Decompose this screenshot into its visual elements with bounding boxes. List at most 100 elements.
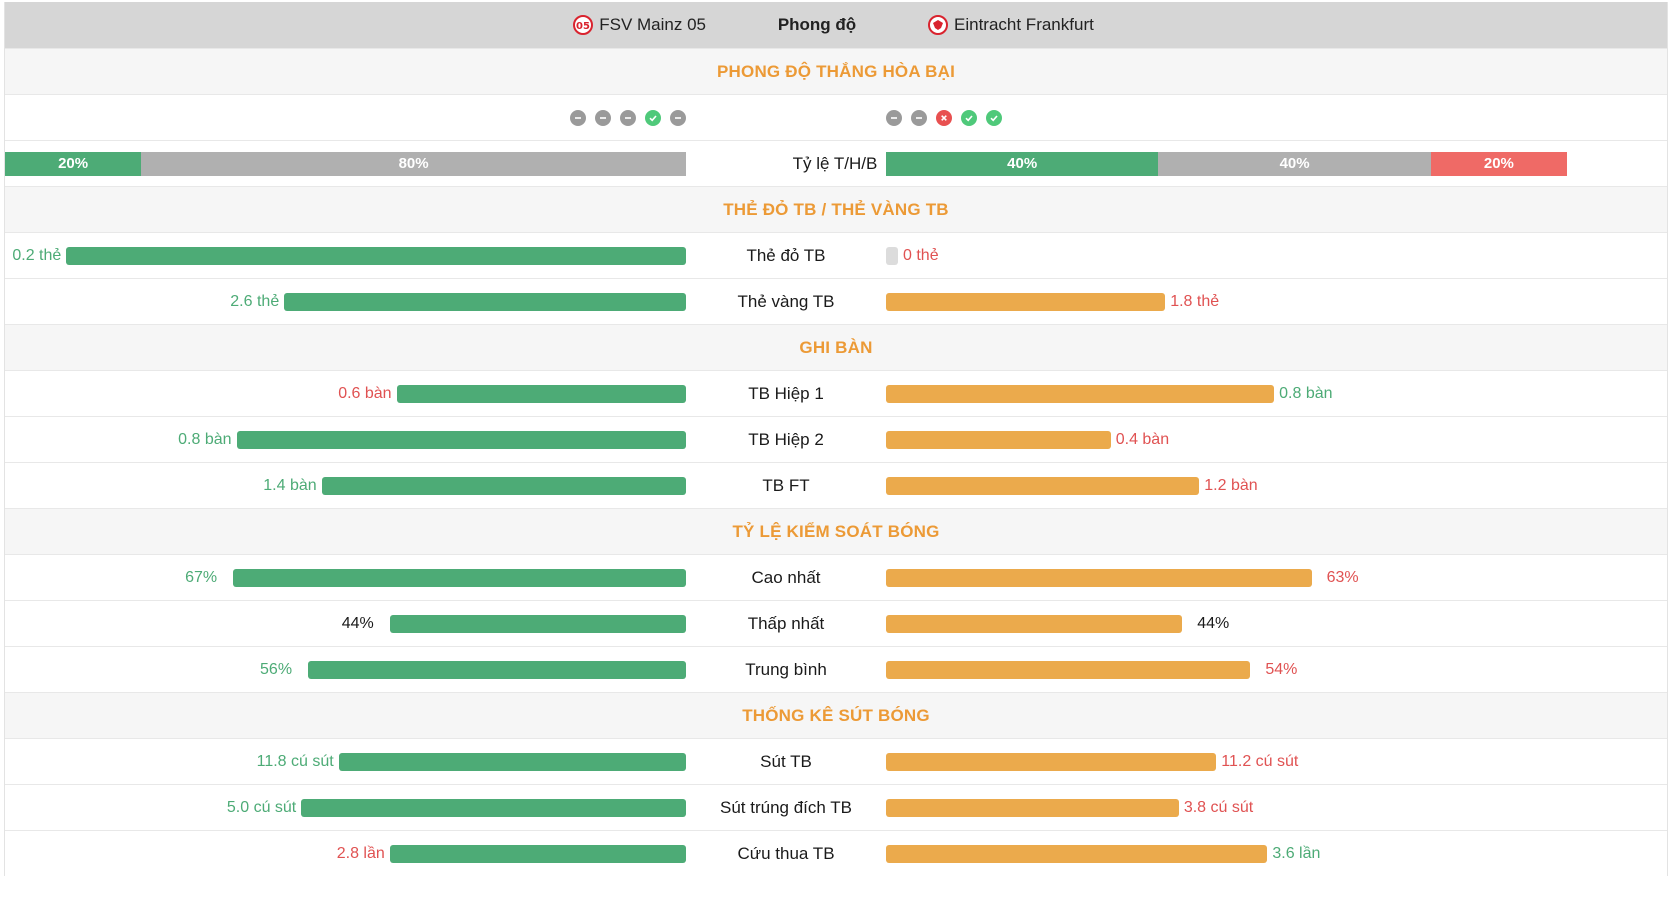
away-team[interactable]: Eintracht Frankfurt: [928, 15, 1667, 35]
away-stat-bar: [886, 292, 1166, 311]
ratio-label: Tỷ lệ T/H/B: [792, 153, 878, 173]
away-stat-value: 63%: [1326, 568, 1359, 586]
section-title: THẺ ĐỎ TB / THẺ VÀNG TB: [5, 186, 1667, 232]
win-check-icon[interactable]: [961, 109, 977, 126]
stat-row: 67% Cao nhất 63%: [5, 554, 1667, 600]
draw-icon[interactable]: [670, 109, 686, 126]
form-results-row: [5, 94, 1667, 140]
stat-row: 0.2 thẻ Thẻ đỏ TB 0 thẻ: [5, 232, 1667, 278]
home-stat-value: 44%: [341, 614, 374, 632]
away-stat-value: 3.8 cú sút: [1183, 798, 1254, 816]
stat-row: 5.0 cú sút Sút trúng đích TB 3.8 cú sút: [5, 784, 1667, 830]
home-stat-bar: [338, 752, 686, 771]
away-stat-value: 3.6 lần: [1272, 844, 1321, 862]
home-stat-bar: [301, 798, 686, 817]
win-check-icon[interactable]: [645, 109, 661, 126]
home-stat-bar: [308, 660, 686, 679]
draw-icon[interactable]: [911, 109, 927, 126]
away-stat-value: 1.2 bàn: [1204, 476, 1258, 494]
stat-row: 11.8 cú sút Sút TB 11.2 cú sút: [5, 738, 1667, 784]
home-stat-value: 67%: [185, 568, 218, 586]
away-ratio-segment-w: 40%: [886, 151, 1159, 176]
section-title: TỶ LỆ KIỂM SOÁT BÓNG: [5, 508, 1667, 554]
home-stat-value: 2.8 lần: [336, 844, 385, 862]
away-stat-bar: [886, 476, 1200, 495]
away-stat-bar: [886, 798, 1179, 817]
stat-row: 2.6 thẻ Thẻ vàng TB 1.8 thẻ: [5, 278, 1667, 324]
away-stat-bar: [886, 614, 1183, 633]
draw-icon[interactable]: [620, 109, 636, 126]
section-title: GHI BÀN: [5, 324, 1667, 370]
away-stat-value: 54%: [1265, 660, 1298, 678]
stat-label: Sút trúng đích TB: [720, 797, 852, 817]
form-ratio-row: Tỷ lệ T/H/B 20% 80% 40% 40% 20%: [5, 140, 1667, 186]
loss-x-icon[interactable]: [936, 109, 952, 126]
home-stat-bar: [66, 246, 686, 265]
svg-text:05: 05: [576, 21, 590, 32]
home-stat-bar: [389, 844, 686, 863]
away-stat-bar: [886, 430, 1111, 449]
home-team-name: FSV Mainz 05: [599, 15, 706, 34]
stat-row: 1.4 bàn TB FT 1.2 bàn: [5, 462, 1667, 508]
home-form-dots: [570, 109, 686, 126]
stat-label: Thẻ đỏ TB: [746, 245, 826, 265]
away-stat-bar: [886, 752, 1217, 771]
home-stat-value: 11.8 cú sút: [256, 752, 334, 770]
stat-label: Sút TB: [760, 751, 812, 771]
mainz-crest-icon: 05: [573, 15, 594, 35]
home-stat-bar: [284, 292, 686, 311]
win-check-icon[interactable]: [986, 109, 1002, 126]
away-team-name: Eintracht Frankfurt: [954, 15, 1094, 34]
draw-icon[interactable]: [886, 109, 902, 126]
away-stat-bar: [886, 844, 1268, 863]
away-stat-value: 0.4 bàn: [1115, 430, 1170, 448]
team-header: 05 FSV Mainz 05 Phong độ Eintracht Frank…: [5, 2, 1667, 48]
home-stat-value: 0.6 bàn: [338, 384, 392, 402]
stat-label: TB Hiệp 2: [748, 429, 824, 449]
frankfurt-eagle-crest-icon: [928, 15, 948, 35]
home-stat-value: 56%: [260, 660, 293, 678]
stat-label: Thẻ vàng TB: [737, 291, 835, 311]
away-stat-value: 44%: [1197, 614, 1230, 632]
home-stat-value: 2.6 thẻ: [230, 292, 280, 310]
away-stat-value: 11.2 cú sút: [1221, 752, 1299, 770]
away-stat-bar: [886, 660, 1251, 679]
home-stat-value: 0.8 bàn: [178, 430, 232, 448]
stats-panel: 05 FSV Mainz 05 Phong độ Eintracht Frank…: [4, 2, 1668, 876]
away-stat-bar: [886, 246, 898, 265]
section-title: THỐNG KÊ SÚT BÓNG: [5, 692, 1667, 738]
draw-icon[interactable]: [570, 109, 586, 126]
stat-label: Cứu thua TB: [737, 843, 835, 863]
away-stat-value: 0 thẻ: [903, 246, 939, 264]
away-form-dots: [886, 109, 1002, 126]
home-stat-bar: [236, 430, 686, 449]
home-stat-bar: [321, 476, 686, 495]
home-stat-value: 1.4 bàn: [263, 476, 317, 494]
stat-label: Trung bình: [745, 659, 827, 679]
home-ratio-segment-d: 80%: [141, 151, 686, 176]
home-stat-bar: [233, 568, 686, 587]
stat-label: Thấp nhất: [747, 613, 825, 633]
stat-label: Cao nhất: [751, 567, 821, 587]
home-team[interactable]: 05 FSV Mainz 05: [5, 15, 706, 35]
home-stat-value: 5.0 cú sút: [226, 798, 297, 816]
home-stat-value: 0.2 thẻ: [12, 246, 62, 264]
away-stat-bar: [886, 568, 1312, 587]
section-title-form: PHONG ĐỘ THẮNG HÒA BẠI: [5, 48, 1667, 94]
home-stat-bar: [389, 614, 686, 633]
away-stat-value: 1.8 thẻ: [1170, 292, 1220, 310]
stat-row: 0.6 bàn TB Hiệp 1 0.8 bàn: [5, 370, 1667, 416]
stat-label: TB Hiệp 1: [748, 383, 824, 403]
stat-row: 0.8 bàn TB Hiệp 2 0.4 bàn: [5, 416, 1667, 462]
stat-row: 2.8 lần Cứu thua TB 3.6 lần: [5, 830, 1667, 876]
away-stat-bar: [886, 384, 1275, 403]
away-ratio-segment-d: 40%: [1158, 151, 1431, 176]
stat-row: 44% Thấp nhất 44%: [5, 600, 1667, 646]
stat-row: 56% Trung bình 54%: [5, 646, 1667, 692]
draw-icon[interactable]: [595, 109, 611, 126]
stat-label: TB FT: [762, 475, 810, 495]
home-stat-bar: [396, 384, 686, 403]
away-stat-value: 0.8 bàn: [1279, 384, 1333, 402]
header-title: Phong độ: [777, 15, 857, 34]
away-ratio-segment-l: 20%: [1430, 151, 1567, 176]
